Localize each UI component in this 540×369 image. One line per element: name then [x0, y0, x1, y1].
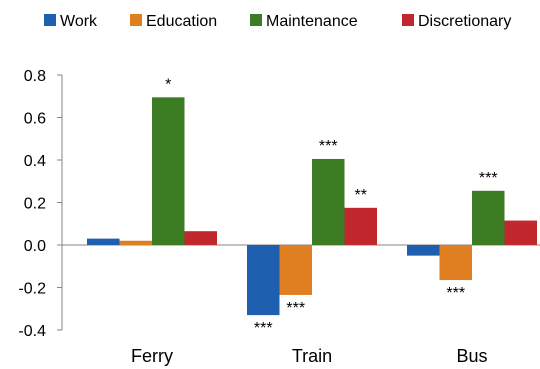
y-tick-label: -0.4 [18, 323, 46, 340]
legend-label-discretionary: Discretionary [418, 13, 511, 30]
significance-label: *** [254, 320, 273, 337]
legend-label-maintenance: Maintenance [266, 13, 358, 30]
category-label-bus: Bus [456, 346, 487, 366]
bar-discretionary-ferry [184, 231, 217, 245]
bar-work-train [247, 245, 280, 316]
legend-swatch-education [130, 14, 142, 26]
y-tick-label: -0.2 [18, 281, 46, 298]
bar-work-bus [407, 245, 440, 256]
legend-swatch-maintenance [250, 14, 262, 26]
category-label-train: Train [292, 346, 332, 366]
significance-label: * [165, 76, 171, 93]
legend-swatch-discretionary [402, 14, 414, 26]
significance-label: *** [446, 285, 465, 302]
bar-education-ferry [119, 240, 152, 245]
bar-maintenance-ferry [152, 97, 185, 245]
bar-work-ferry [87, 238, 120, 245]
legend-label-education: Education [146, 13, 217, 30]
y-tick-label: 0.4 [24, 153, 46, 170]
y-tick-label: 0.0 [24, 238, 46, 255]
bar-education-bus [439, 245, 472, 281]
y-tick-label: 0.6 [24, 111, 46, 128]
bar-maintenance-train [312, 158, 345, 245]
significance-label: *** [319, 138, 338, 155]
y-tick-label: 0.2 [24, 196, 46, 213]
bar-education-train [279, 245, 312, 295]
significance-label: *** [479, 170, 498, 187]
significance-label: ** [355, 187, 367, 204]
bar-discretionary-bus [504, 220, 537, 245]
legend-label-work: Work [60, 13, 98, 30]
bar-maintenance-bus [472, 190, 505, 245]
category-label-ferry: Ferry [131, 346, 173, 366]
significance-label: *** [286, 300, 305, 317]
legend-swatch-work [44, 14, 56, 26]
y-tick-label: 0.8 [24, 68, 46, 85]
bar-discretionary-train [344, 207, 377, 245]
